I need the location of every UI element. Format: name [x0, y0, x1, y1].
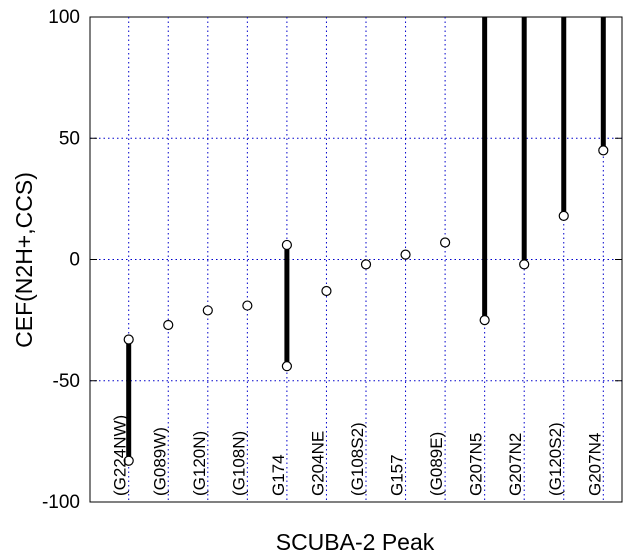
- y-tick-label: -100: [42, 492, 80, 513]
- range-bars: [126, 17, 606, 461]
- category-label: G157: [388, 454, 407, 496]
- data-points: [123, 145, 609, 466]
- data-point: [123, 455, 134, 466]
- category-label: G174: [269, 454, 288, 496]
- data-point: [598, 145, 609, 156]
- data-point: [440, 237, 451, 248]
- x-axis-title: SCUBA-2 Peak: [276, 529, 435, 555]
- data-point: [479, 315, 490, 326]
- grid: [90, 17, 622, 502]
- data-point: [400, 249, 411, 260]
- data-point: [202, 305, 213, 316]
- data-point: [519, 259, 530, 270]
- category-label: G207N4: [585, 433, 604, 496]
- category-label: (G224NW): [111, 415, 130, 496]
- category-label: (G120S2): [546, 422, 565, 496]
- category-label: (G120N): [190, 431, 209, 496]
- y-axis-title: CEF(N2H+,CCS): [11, 172, 37, 348]
- data-point: [321, 285, 332, 297]
- category-label: (G089W): [150, 427, 169, 496]
- y-tick-label: 0: [69, 250, 80, 271]
- category-label: G207N5: [467, 433, 486, 496]
- y-tick-label: 50: [59, 128, 80, 149]
- data-point: [558, 210, 569, 221]
- data-point: [360, 259, 372, 270]
- category-label: G207N2: [506, 433, 525, 496]
- data-point: [163, 319, 174, 331]
- y-axis-ticks: -100 -50 0 50 100: [42, 7, 622, 513]
- category-label: (G089E): [427, 432, 446, 496]
- category-label: G204NE: [308, 431, 327, 496]
- y-tick-label: -50: [53, 371, 80, 392]
- data-point: [281, 239, 292, 251]
- data-point: [123, 334, 134, 345]
- category-labels: (G224NW) (G089W) (G120N) (G108N) G174 G204NE (…: [111, 415, 605, 496]
- data-point: [242, 300, 253, 311]
- y-tick-label: 100: [48, 7, 80, 28]
- category-label: (G108N): [229, 431, 248, 496]
- data-point: [281, 361, 292, 372]
- category-label: (G108S2): [348, 422, 367, 496]
